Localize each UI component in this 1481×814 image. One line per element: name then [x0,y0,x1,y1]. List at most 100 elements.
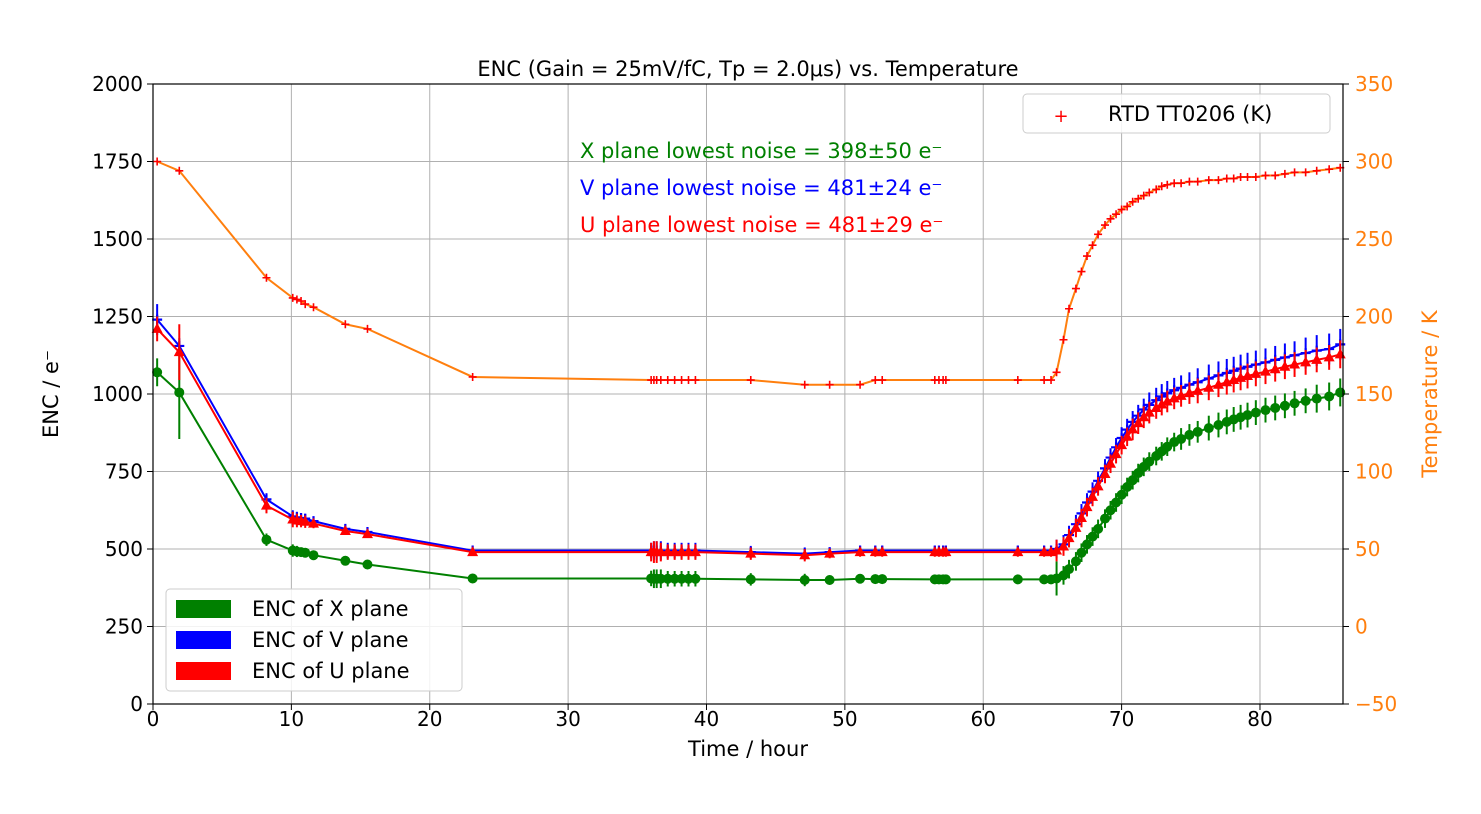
y2-tick-label: −50 [1355,692,1397,716]
enc-x-point [308,550,319,561]
temperature-point [1163,180,1172,189]
enc-x-point [1311,393,1322,404]
temperature-point [1243,173,1252,181]
enc-v-series [152,304,1346,560]
enc-x-point [1093,523,1104,534]
enc-x-point [870,574,881,585]
temperature-point [1059,335,1068,344]
temperature-point [1229,174,1238,183]
series-layer [151,157,1346,596]
enc-u-point [1311,353,1323,364]
enc-u-point [1269,363,1281,374]
enc-x-point [1127,475,1138,486]
enc-u-point [689,546,701,557]
temperature-point [1040,376,1049,385]
enc-u-point [854,546,866,557]
temperature-point [941,376,950,385]
enc-x-point [669,573,680,584]
annotation-v-lowest-noise: V plane lowest noise = 481±24 e⁻ [580,176,943,200]
enc-x-point [683,573,694,584]
enc-x-point [1082,539,1093,550]
temperature-point [1152,185,1161,194]
enc-x-point [676,573,687,584]
enc-u-point [1075,512,1087,522]
enc-u-point [299,515,311,526]
y2-tick-label: 200 [1355,305,1393,329]
enc-x-point [1324,391,1335,402]
enc-u-point [1192,384,1204,395]
y-axis-ticks: 0 250 500 750 1000 1250 1500 1750 2000 [92,72,153,716]
enc-x-point [1111,497,1122,508]
enc-x-point [1289,398,1300,409]
temperature-point [656,376,665,385]
y-tick-label: 2000 [92,72,143,96]
legend-label-u: ENC of U plane [252,659,410,683]
temperature-series [153,157,1345,389]
enc-x-point [1122,482,1133,492]
temperature-point [1177,179,1186,188]
enc-u-point [824,547,836,558]
y-tick-label: 1000 [92,382,143,406]
enc-u-point [1105,457,1117,468]
temperature-point [297,297,306,305]
legend-main: ENC of X plane ENC of V plane ENC of U p… [165,588,463,692]
enc-u-point [1138,411,1150,422]
temperature-point [1214,176,1223,185]
enc-u-point [1260,365,1272,376]
temperature-point [1083,252,1092,261]
enc-u-point [260,499,272,510]
legend-label-v: ENC of V plane [252,628,409,652]
enc-u-point [1242,370,1254,381]
y-tick-label: 1500 [92,227,143,251]
legend-rtd-frame [1022,93,1331,134]
legend-rtd-label: RTD TT0206 (K) [1108,102,1272,126]
enc-u-point [1203,381,1215,392]
temperature-point [1112,210,1121,219]
enc-x-point [1279,400,1290,411]
temperature-point [670,376,679,385]
enc-u-point [1250,367,1262,378]
enc-u-point [308,517,320,528]
temperature-point [1204,176,1213,185]
enc-x-point [1270,402,1281,413]
enc-u-point [1132,417,1144,428]
temperature-point [292,295,301,304]
temperature-point [1236,173,1245,181]
temperature-point [153,157,162,166]
temperature-point [878,376,887,385]
enc-u-point [1110,448,1122,459]
y2-tick-label: 300 [1355,150,1393,174]
temperature-point [1101,221,1109,230]
enc-u-point [676,546,688,557]
enc-x-point [261,534,272,545]
enc-u-point [1289,358,1301,369]
legend-label-x: ENC of X plane [252,597,409,621]
temperature-point [1123,202,1132,211]
enc-u-point [1156,398,1168,409]
legend-swatch-x [176,600,231,618]
enc-x-point [940,574,951,585]
temperature-point [341,320,350,329]
legend-rtd-marker: + [1053,106,1068,127]
enc-x-point [1260,405,1271,416]
enc-x-point [1176,433,1187,444]
enc-u-point [361,528,373,539]
y-tick-label: 1250 [92,305,143,329]
enc-x-point [662,573,673,584]
enc-x-point [877,574,888,585]
y-axis-label: ENC / e⁻ [39,350,63,438]
enc-u-point [1099,467,1111,478]
temperature-point [825,380,834,389]
temperature-point [468,372,477,381]
temperature-point [1077,267,1086,276]
temperature-point [1325,165,1334,174]
legend-rtd: + RTD TT0206 (K) [1022,93,1331,134]
enc-x-point [655,573,666,584]
enc-u-point [799,549,811,560]
legend-swatch-v [176,631,231,649]
y2-tick-label: 250 [1355,227,1393,251]
temperature-point [1271,171,1280,180]
enc-u-point [339,525,351,536]
y-tick-label: 500 [105,537,143,561]
temperature-point [1013,376,1022,385]
